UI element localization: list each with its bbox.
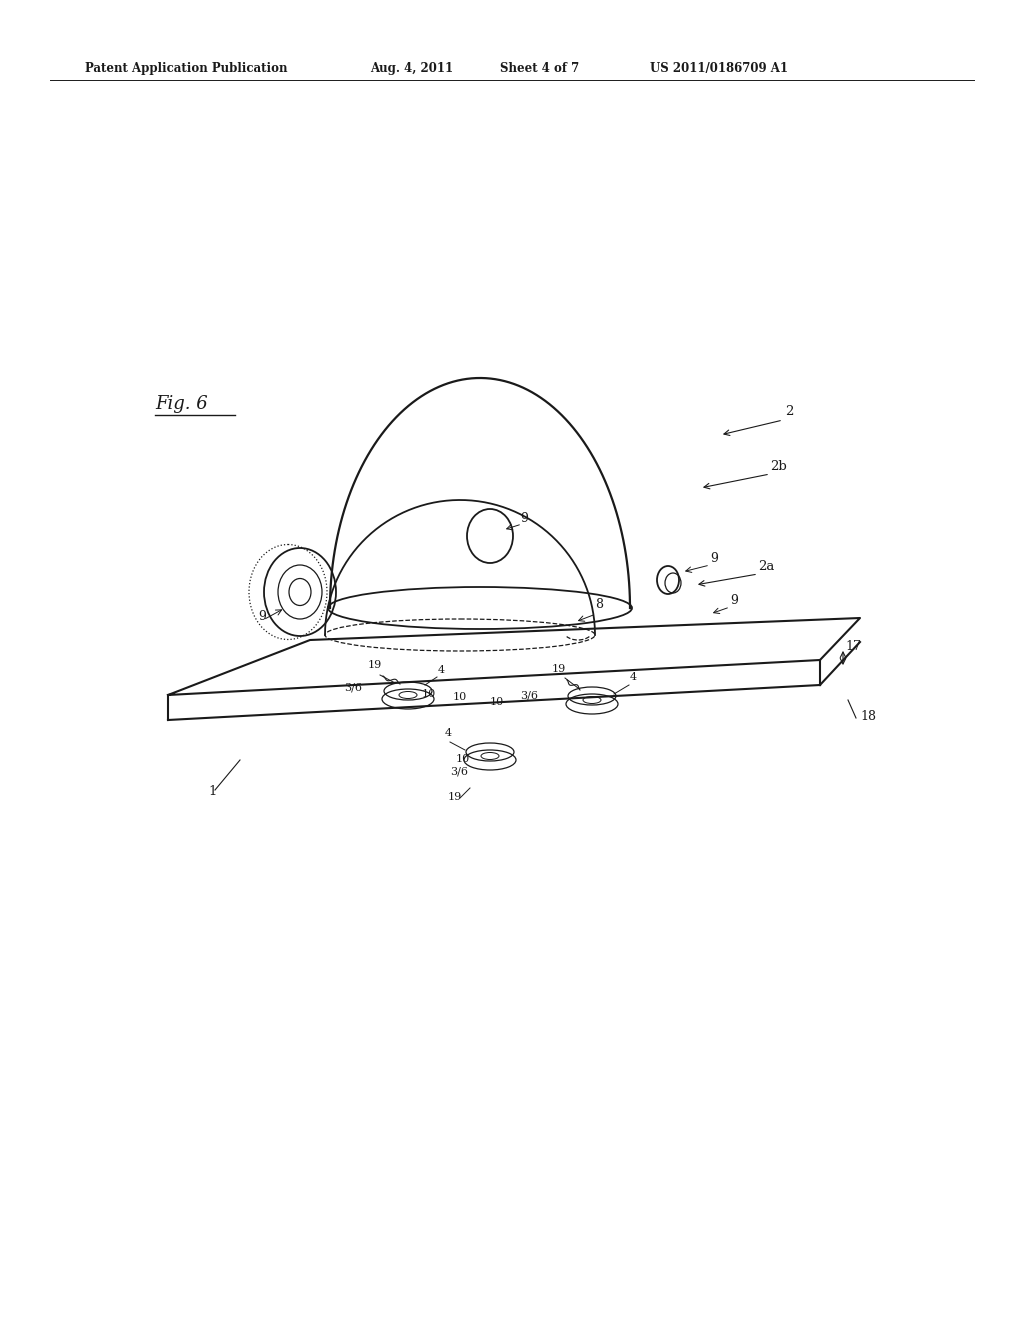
Text: 9: 9: [710, 552, 718, 565]
Text: 10: 10: [422, 689, 436, 700]
Text: 19: 19: [449, 792, 462, 803]
Text: 10: 10: [490, 697, 504, 708]
Text: Aug. 4, 2011: Aug. 4, 2011: [370, 62, 454, 75]
Text: 3/6: 3/6: [520, 690, 538, 700]
Text: 3/6: 3/6: [344, 682, 362, 692]
Text: 2: 2: [785, 405, 794, 418]
Text: 1: 1: [208, 785, 216, 799]
Text: 4: 4: [438, 665, 445, 675]
Text: 19: 19: [368, 660, 382, 671]
Text: US 2011/0186709 A1: US 2011/0186709 A1: [650, 62, 788, 75]
Text: 18: 18: [860, 710, 876, 723]
Text: 9: 9: [520, 512, 528, 525]
Text: Patent Application Publication: Patent Application Publication: [85, 62, 288, 75]
Text: Sheet 4 of 7: Sheet 4 of 7: [500, 62, 580, 75]
Text: 9: 9: [730, 594, 738, 607]
Text: 17: 17: [845, 640, 861, 653]
Text: Fig. 6: Fig. 6: [155, 395, 208, 413]
Text: 3/6: 3/6: [450, 767, 468, 777]
Text: 19: 19: [552, 664, 566, 675]
Text: 10: 10: [456, 754, 470, 764]
Text: 2a: 2a: [758, 560, 774, 573]
Text: 4: 4: [630, 672, 637, 682]
Text: 9: 9: [258, 610, 266, 623]
Text: 2b: 2b: [770, 459, 786, 473]
Text: 8: 8: [595, 598, 603, 611]
Text: 4: 4: [445, 729, 453, 738]
Text: 10: 10: [453, 692, 467, 702]
